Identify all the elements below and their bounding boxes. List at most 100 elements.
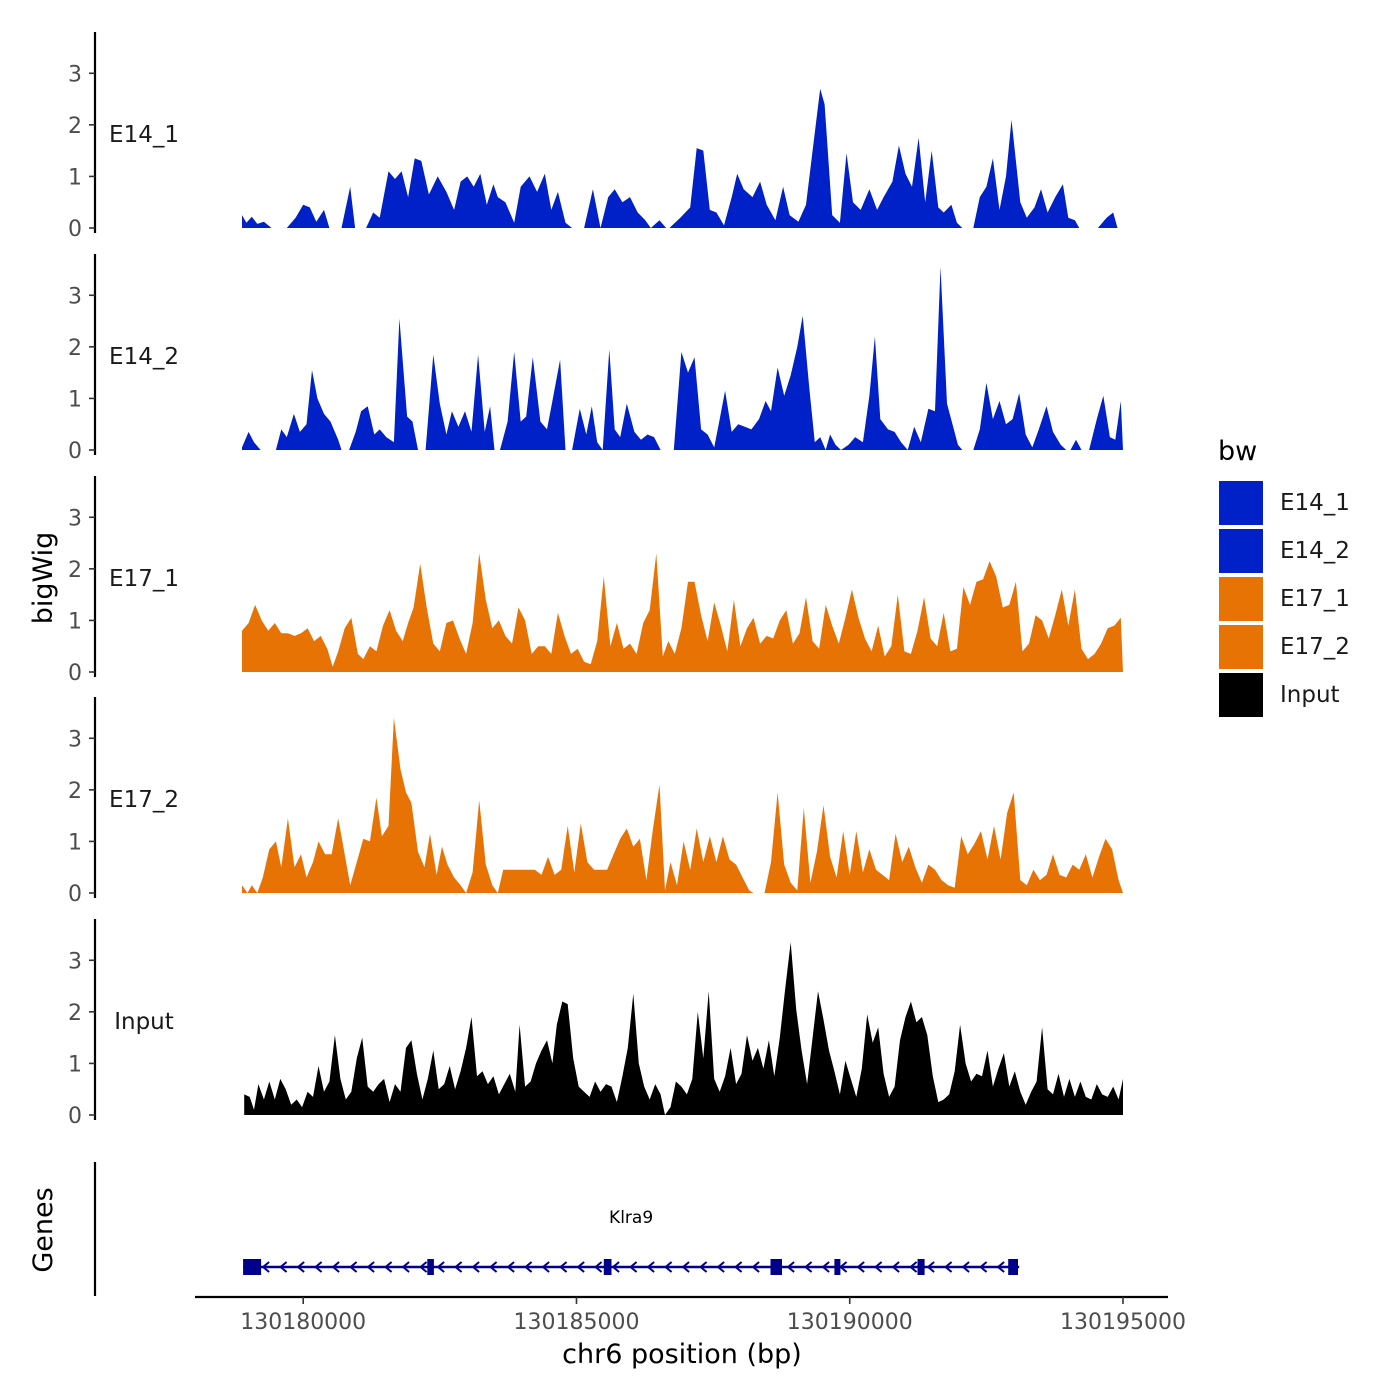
x-axis-title: chr6 position (bp): [562, 1339, 802, 1370]
strand-arrow: [926, 1261, 935, 1273]
strand-arrow: [349, 1261, 358, 1273]
genes-panel-title: Genes: [28, 1187, 59, 1272]
strand-arrow: [734, 1261, 743, 1273]
coverage-area-E14_2[interactable]: [242, 266, 1123, 450]
legend-label-E14_1: E14_1: [1280, 490, 1350, 516]
strand-arrow: [541, 1261, 550, 1273]
legend-label-E14_2: E14_2: [1280, 538, 1350, 564]
x-tick-label: 130185000: [513, 1310, 639, 1335]
y-tick-label: 2: [68, 779, 82, 804]
gene-exon: [834, 1259, 841, 1275]
strand-arrow: [681, 1261, 690, 1273]
strand-arrow: [786, 1261, 795, 1273]
y-tick-label: 3: [68, 506, 82, 531]
genes-panel: Genes Klra9: [28, 1162, 1020, 1296]
strand-arrow: [436, 1261, 445, 1273]
strand-arrow: [646, 1261, 655, 1273]
strand-arrow: [751, 1261, 760, 1273]
gene-model-klra9[interactable]: [243, 1259, 1020, 1275]
y-tick-label: 1: [68, 1052, 82, 1077]
strand-arrow: [314, 1261, 323, 1273]
y-tick-label: 0: [68, 439, 82, 464]
strand-arrow: [611, 1261, 620, 1273]
coverage-area-E14_1[interactable]: [242, 88, 1118, 228]
strand-arrow: [944, 1261, 953, 1273]
strand-arrow: [909, 1261, 918, 1273]
coverage-area-E17_1[interactable]: [242, 553, 1123, 672]
strand-arrow: [261, 1261, 270, 1273]
legend-swatch-E17_2: [1219, 625, 1263, 669]
x-axis: 130180000 130185000 130190000 130195000: [195, 1295, 1186, 1335]
strand-arrow: [699, 1261, 708, 1273]
track-label-E14_2: E14_2: [109, 344, 179, 370]
strand-arrow: [559, 1261, 568, 1273]
track-label-Input: Input: [114, 1009, 174, 1035]
strand-arrow: [471, 1261, 480, 1273]
legend-swatch-E17_1: [1219, 577, 1263, 621]
y-tick-label: 3: [68, 284, 82, 309]
coverage-tracks: 0 1 2 3 E14_1 0 1 2 3 E14_2 0 1 2 3 E17_1 0 1 2 3 E17_2 0 1 2 3…: [68, 32, 1123, 1129]
coverage-area-E17_2[interactable]: [242, 717, 1123, 893]
strand-arrow: [821, 1261, 830, 1273]
y-tick-label: 1: [68, 830, 82, 855]
track-E17_2: 0 1 2 3 E17_2: [68, 697, 1123, 907]
y-tick-label: 2: [68, 1001, 82, 1026]
coverage-area-Input[interactable]: [244, 942, 1123, 1115]
track-E17_1: 0 1 2 3 E17_1: [68, 476, 1123, 686]
y-tick-label: 2: [68, 336, 82, 361]
strand-arrow: [961, 1261, 970, 1273]
strand-arrow: [856, 1261, 865, 1273]
y-tick-label: 3: [68, 727, 82, 752]
strand-arrow: [576, 1261, 585, 1273]
strand-arrow: [524, 1261, 533, 1273]
strand-arrow: [454, 1261, 463, 1273]
y-tick-label: 1: [68, 165, 82, 190]
strand-arrow: [716, 1261, 725, 1273]
strand-arrow: [996, 1261, 1005, 1273]
gene-exon: [243, 1259, 262, 1275]
x-tick-label: 130190000: [787, 1310, 913, 1335]
strand-arrow: [506, 1261, 515, 1273]
y-tick-label: 2: [68, 114, 82, 139]
strand-arrow: [629, 1261, 638, 1273]
strand-arrow: [664, 1261, 673, 1273]
strand-arrow: [279, 1261, 288, 1273]
y-tick-label: 1: [68, 609, 82, 634]
track-label-E17_1: E17_1: [109, 566, 179, 592]
x-tick-label: 130180000: [240, 1310, 366, 1335]
track-label-E14_1: E14_1: [109, 122, 179, 148]
legend-label-E17_1: E17_1: [1280, 586, 1350, 612]
gene-exon: [770, 1259, 782, 1275]
strand-arrow: [296, 1261, 305, 1273]
legend-swatch-E14_1: [1219, 481, 1263, 525]
y-tick-label: 0: [68, 1104, 82, 1129]
strand-arrow: [874, 1261, 883, 1273]
gene-exon: [1008, 1259, 1018, 1275]
strand-arrow: [489, 1261, 498, 1273]
y-axis-title: bigWig: [28, 532, 59, 625]
strand-arrow: [419, 1261, 428, 1273]
track-E14_1: 0 1 2 3 E14_1: [68, 32, 1118, 242]
legend-label-Input: Input: [1280, 682, 1340, 708]
legend-swatch-Input: [1219, 673, 1263, 717]
y-tick-label: 1: [68, 387, 82, 412]
track-Input: 0 1 2 3 Input: [68, 919, 1123, 1129]
y-tick-label: 2: [68, 558, 82, 583]
gene-label: Klra9: [609, 1208, 653, 1228]
strand-arrow: [401, 1261, 410, 1273]
strand-arrow: [839, 1261, 848, 1273]
y-tick-label: 3: [68, 949, 82, 974]
track-E14_2: 0 1 2 3 E14_2: [68, 254, 1123, 464]
x-tick-label: 130195000: [1060, 1310, 1186, 1335]
strand-arrow: [331, 1261, 340, 1273]
gene-exon: [427, 1259, 434, 1275]
track-label-E17_2: E17_2: [109, 787, 179, 813]
legend: bw E14_1 E14_2 E17_1 E17_2 Input: [1218, 436, 1350, 717]
y-tick-label: 0: [68, 661, 82, 686]
y-tick-label: 0: [68, 217, 82, 242]
strand-arrow: [979, 1261, 988, 1273]
strand-arrow: [366, 1261, 375, 1273]
strand-arrow: [384, 1261, 393, 1273]
legend-label-E17_2: E17_2: [1280, 634, 1350, 660]
